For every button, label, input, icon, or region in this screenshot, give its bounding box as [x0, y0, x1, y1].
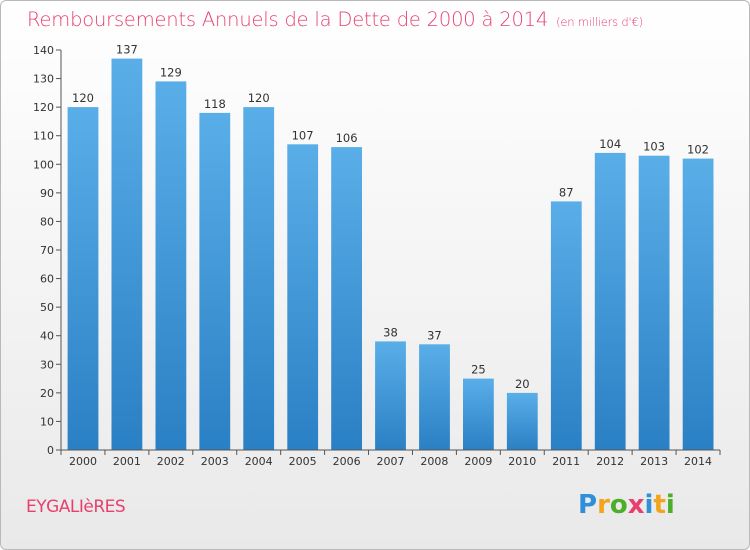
y-tick-label: 0 — [47, 444, 54, 457]
y-tick-label: 80 — [40, 215, 54, 228]
data-label-2005: 107 — [292, 128, 314, 142]
bar-2001 — [111, 58, 143, 450]
y-tick-label: 60 — [40, 273, 54, 286]
logo-letter: i — [665, 490, 675, 520]
y-tick-label: 110 — [33, 130, 54, 143]
x-axis: 2000 2001 2002 2003 2004 2005 2006 2007 2008 2009… — [60, 449, 721, 468]
x-tick-label-2007: 2007 — [377, 455, 405, 468]
x-tick-label-2003: 2003 — [201, 455, 229, 468]
x-tick-label-2001: 2001 — [113, 455, 141, 468]
x-tick-label-2004: 2004 — [245, 455, 273, 468]
x-tick-label-2011: 2011 — [552, 455, 580, 468]
data-label-2004: 120 — [248, 91, 270, 105]
y-tick-label: 120 — [33, 101, 54, 114]
bar-2002 — [155, 81, 187, 451]
logo-letter: t — [653, 490, 666, 520]
logo-letter: x — [627, 490, 645, 520]
bar-2014 — [682, 158, 714, 450]
data-label-2001: 137 — [116, 43, 138, 57]
y-tick-label: 140 — [33, 44, 54, 57]
commune-name: EYGALIèRES — [26, 497, 126, 517]
bar-2008 — [419, 344, 450, 450]
x-tick-label-2009: 2009 — [464, 455, 492, 468]
logo-letter: P — [578, 490, 598, 520]
x-tick-label-2008: 2008 — [420, 455, 448, 468]
y-axis: 0 10 20 30 40 50 60 70 80 90 100 110 120 130 140 — [33, 44, 62, 457]
x-tick-label-2013: 2013 — [640, 455, 668, 468]
logo-letter: i — [644, 490, 654, 520]
bar-2000 — [67, 107, 99, 450]
x-tick-label-2014: 2014 — [684, 455, 712, 468]
bar-2007 — [375, 341, 406, 450]
data-label-2014: 102 — [687, 143, 709, 157]
data-label-2006: 106 — [336, 131, 358, 145]
data-label-2002: 129 — [160, 65, 182, 79]
data-label-2009: 25 — [471, 363, 486, 377]
bar-2009 — [463, 378, 494, 450]
bar-2004 — [243, 107, 275, 450]
bar-2013 — [638, 155, 670, 450]
y-tick-label: 100 — [33, 158, 54, 171]
y-tick-label: 70 — [40, 244, 54, 257]
proxiti-logo[interactable]: Proxiti — [578, 490, 675, 520]
data-label-2011: 87 — [559, 185, 574, 199]
logo-letter: r — [597, 490, 610, 520]
x-tick-label-2010: 2010 — [508, 455, 536, 468]
data-label-2000: 120 — [72, 91, 94, 105]
data-label-2010: 20 — [515, 377, 530, 391]
chart-title: Remboursements Annuels de la Dette de 20… — [27, 8, 643, 31]
y-tick-label: 50 — [40, 301, 54, 314]
chart-subtitle: (en milliers d'€) — [556, 15, 643, 29]
bar-2011 — [550, 201, 582, 450]
data-label-2012: 104 — [599, 137, 621, 151]
data-label-2003: 118 — [204, 97, 226, 111]
x-tick-label-2005: 2005 — [289, 455, 317, 468]
bar-2006 — [331, 147, 362, 450]
chart-title-text: Remboursements Annuels de la Dette de 20… — [27, 8, 549, 31]
bar-2012 — [594, 152, 626, 450]
y-tick-label: 90 — [40, 187, 54, 200]
y-tick-label: 130 — [33, 73, 54, 86]
x-tick-label-2006: 2006 — [333, 455, 361, 468]
y-tick-label: 10 — [40, 415, 54, 428]
data-label-2013: 103 — [643, 140, 665, 154]
x-tick-label-2000: 2000 — [69, 455, 97, 468]
bar-2005 — [287, 144, 319, 451]
y-tick-label: 40 — [40, 330, 54, 343]
x-tick-label-2002: 2002 — [157, 455, 185, 468]
logo-letter: o — [609, 490, 628, 520]
bar-2003 — [199, 112, 231, 451]
x-tick-label-2012: 2012 — [596, 455, 624, 468]
y-tick-label: 20 — [40, 387, 54, 400]
data-label-2007: 38 — [383, 325, 398, 339]
bar-2010 — [506, 392, 538, 450]
data-label-2008: 37 — [427, 328, 442, 342]
y-tick-label: 30 — [40, 358, 54, 371]
bars-group: 120 137 129 118 120 107 106 38 37 25 20 87 104 103 102 — [67, 43, 714, 451]
